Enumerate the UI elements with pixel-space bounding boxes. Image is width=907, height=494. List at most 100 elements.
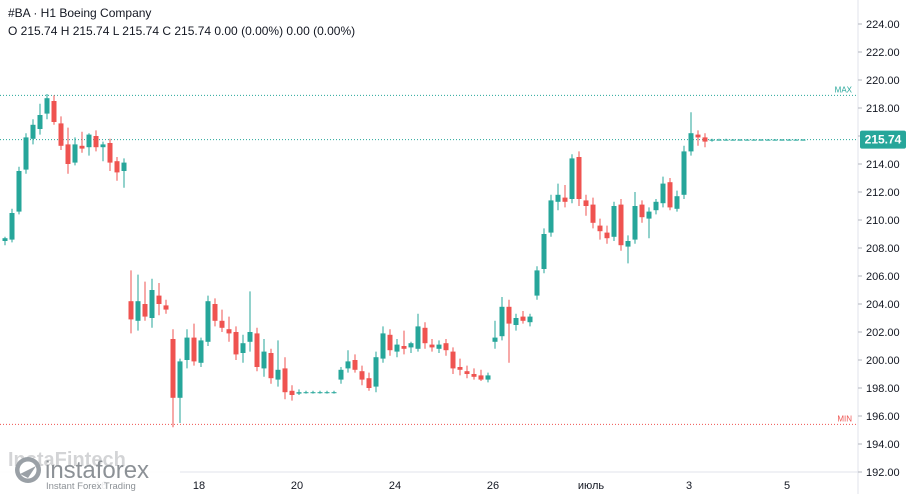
candle-body: [212, 304, 218, 321]
candle-body: [744, 139, 750, 141]
candle-body: [492, 337, 498, 342]
candle-body: [562, 197, 568, 202]
candle: [744, 139, 750, 141]
x-tick-label: 26: [487, 480, 499, 492]
candle: [373, 351, 379, 393]
candle-body: [520, 316, 526, 321]
candle-body: [730, 139, 736, 141]
candle-body: [254, 333, 260, 367]
candle: [254, 327, 260, 372]
candle: [282, 357, 288, 400]
y-tick-label: 224.00: [866, 19, 900, 31]
candle-body: [611, 206, 617, 237]
candle: [618, 199, 624, 251]
candle-body: [135, 301, 141, 321]
candle-body: [170, 339, 176, 398]
candle-body: [471, 374, 477, 377]
candle: [324, 390, 330, 394]
candle: [310, 390, 316, 394]
candle: [695, 130, 701, 146]
candle: [387, 329, 393, 356]
max-level-label: MAX: [835, 85, 853, 94]
candle: [184, 329, 190, 369]
candle: [275, 340, 281, 387]
candle: [415, 313, 421, 352]
candle-body: [296, 392, 302, 394]
candle-body: [534, 270, 540, 296]
y-tick-label: 194.00: [866, 439, 900, 451]
candle: [730, 139, 736, 141]
instaforex-logo-icon: [15, 457, 41, 483]
candle: [177, 358, 183, 423]
candle: [541, 228, 547, 274]
candle: [58, 116, 64, 150]
candle-body: [79, 145, 85, 149]
candle: [660, 176, 666, 208]
candle: [65, 127, 71, 174]
candle-body: [443, 343, 449, 351]
candle: [562, 185, 568, 208]
candle: [93, 130, 99, 152]
candle: [485, 372, 491, 383]
y-tick-label: 210.00: [866, 215, 900, 227]
candle: [233, 326, 239, 360]
y-tick-label: 214.00: [866, 159, 900, 171]
y-tick-label: 200.00: [866, 355, 900, 367]
candle-body: [2, 238, 8, 241]
candle-body: [464, 371, 470, 374]
candle: [352, 354, 358, 373]
candle: [611, 201, 617, 241]
candle-body: [569, 158, 575, 199]
candle-body: [282, 368, 288, 393]
watermark-brand: instaforex: [45, 457, 149, 484]
candle-body: [737, 139, 743, 141]
candle: [366, 372, 372, 391]
candle-body: [716, 139, 722, 141]
candle: [513, 313, 519, 331]
candle: [779, 139, 785, 141]
candle-body: [457, 367, 463, 370]
candle-body: [345, 361, 351, 369]
candle: [800, 139, 806, 141]
candle: [674, 190, 680, 212]
candle: [667, 178, 673, 211]
candle-body: [240, 343, 246, 353]
candle: [639, 200, 645, 223]
candle-body: [765, 139, 771, 141]
candle: [23, 133, 29, 174]
candle-body: [646, 211, 652, 219]
candle-body: [597, 225, 603, 232]
candle-body: [485, 375, 491, 380]
candle: [86, 133, 92, 156]
candle-body: [359, 371, 365, 380]
x-tick-label: 5: [784, 480, 790, 492]
candle: [135, 274, 141, 331]
min-level-label: MIN: [837, 414, 852, 423]
candle-body: [632, 206, 638, 240]
y-tick-label: 208.00: [866, 243, 900, 255]
candle-body: [366, 378, 372, 388]
candle: [436, 340, 442, 353]
candle-body: [681, 151, 687, 195]
watermark-tagline: Instant Forex Trading: [46, 481, 136, 492]
candle: [765, 139, 771, 141]
candle-body: [261, 351, 267, 369]
candle-body: [184, 337, 190, 360]
candle: [786, 139, 792, 141]
candle-body: [121, 162, 127, 171]
candle: [317, 390, 323, 394]
candle-body: [415, 326, 421, 349]
candle: [471, 368, 477, 380]
candle-body: [667, 182, 673, 208]
candle-body: [583, 200, 589, 206]
candle-body: [618, 204, 624, 246]
x-tick-label: 20: [291, 480, 303, 492]
candle-body: [44, 98, 50, 114]
candle: [408, 341, 414, 353]
candle: [646, 207, 652, 239]
candle: [583, 194, 589, 216]
candle-body: [380, 333, 386, 359]
candle: [737, 139, 743, 141]
